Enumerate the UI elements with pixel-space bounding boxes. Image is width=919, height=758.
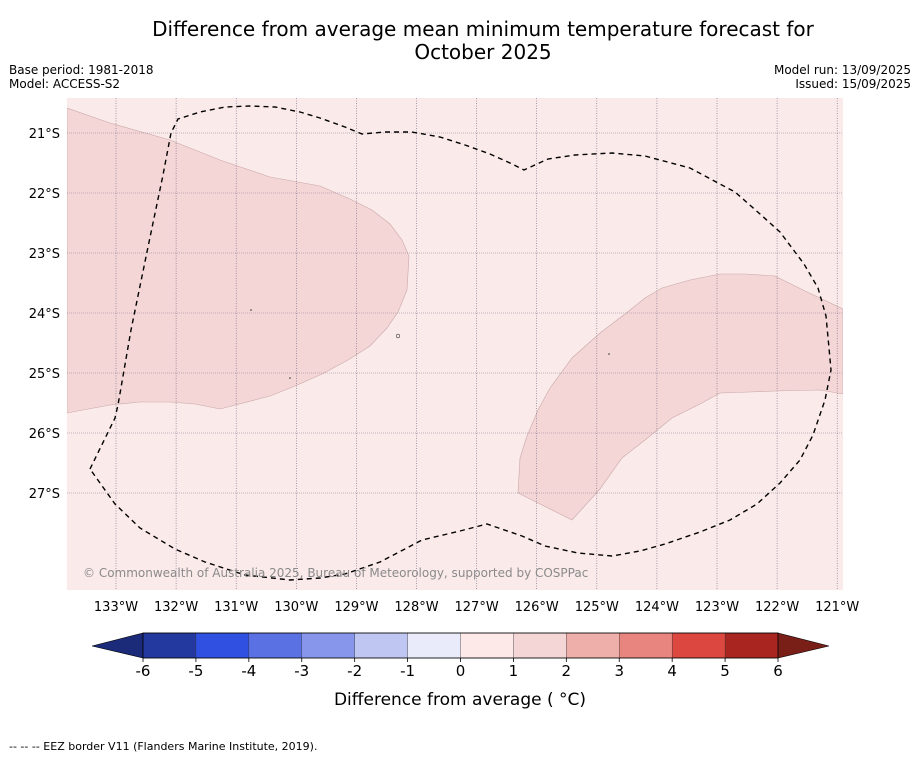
meta-right: Model run: 13/09/2025 Issued: 15/09/2025 bbox=[774, 63, 911, 91]
longitude-label: 130°W bbox=[274, 600, 318, 615]
latitude-label: 22°S bbox=[29, 187, 60, 202]
latitude-label: 27°S bbox=[29, 487, 60, 502]
model-run: Model run: 13/09/2025 bbox=[773, 63, 911, 77]
base-period: Base period: 1981-2018 bbox=[9, 63, 154, 77]
colorbar-extend-high bbox=[777, 632, 830, 659]
colorbar-tick-label: 3 bbox=[614, 662, 624, 680]
longitude-label: 121°W bbox=[815, 600, 859, 615]
colorbar-tick-label: 1 bbox=[509, 662, 519, 680]
colorbar-ticks: -6 -5 -4 -3 -2 -1 0 1 2 3 4 5 6 bbox=[136, 658, 783, 680]
longitude-label: 128°W bbox=[394, 600, 438, 615]
latitude-labels: 21°S 22°S 23°S 24°S 25°S 26°S 27°S bbox=[29, 127, 60, 502]
colorbar-segments bbox=[142, 632, 779, 659]
eez-legend-note: -- -- -- EEZ border V11 (Flanders Marine… bbox=[9, 740, 318, 753]
latitude-label: 23°S bbox=[29, 247, 60, 262]
longitude-label: 129°W bbox=[334, 600, 378, 615]
colorbar-tick-label: -1 bbox=[400, 662, 415, 680]
map-figure: © Commonwealth of Australia 2025, Bureau… bbox=[29, 98, 860, 710]
colorbar-segment bbox=[619, 632, 673, 659]
title-line-1: Difference from average mean minimum tem… bbox=[152, 17, 814, 41]
eez-border bbox=[89, 105, 832, 581]
colorbar-tick-label: -5 bbox=[188, 662, 203, 680]
island-dot bbox=[289, 377, 291, 379]
colorbar-segment bbox=[407, 632, 462, 659]
longitude-label: 123°W bbox=[695, 600, 739, 615]
colorbar-segment bbox=[460, 632, 514, 659]
meta-left: Base period: 1981-2018 Model: ACCESS-S2 bbox=[9, 63, 154, 91]
colorbar-segment bbox=[195, 632, 250, 659]
colorbar-tick-label: 2 bbox=[562, 662, 572, 680]
issued-date: Issued: 15/09/2025 bbox=[795, 77, 911, 91]
latitude-label: 26°S bbox=[29, 427, 60, 442]
anomaly-region-west bbox=[67, 107, 410, 414]
title-line-2: October 2025 bbox=[414, 40, 552, 64]
colorbar-tick-label: 5 bbox=[720, 662, 730, 680]
colorbar-segment bbox=[513, 632, 567, 659]
colorbar-tick-label: -6 bbox=[136, 662, 151, 680]
colorbar-segment bbox=[301, 632, 356, 659]
latitude-label: 24°S bbox=[29, 307, 60, 322]
longitude-label: 127°W bbox=[455, 600, 499, 615]
longitude-label: 124°W bbox=[635, 600, 679, 615]
island-dot bbox=[608, 353, 610, 355]
longitude-label: 126°W bbox=[515, 600, 559, 615]
island-dot bbox=[395, 333, 401, 339]
colorbar-tick-label: 6 bbox=[773, 662, 783, 680]
longitude-label: 131°W bbox=[214, 600, 258, 615]
map-title: Difference from average mean minimum tem… bbox=[0, 18, 919, 64]
colorbar-segment bbox=[724, 632, 779, 659]
colorbar: -6 -5 -4 -3 -2 -1 0 1 2 3 4 5 6 Difference from aver… bbox=[91, 632, 830, 710]
colorbar-extend-low bbox=[91, 632, 144, 659]
graticule bbox=[67, 98, 843, 590]
map-area: © Commonwealth of Australia 2025, Bureau… bbox=[67, 98, 843, 590]
island-markers bbox=[250, 309, 610, 379]
longitude-label: 125°W bbox=[575, 600, 619, 615]
latitude-label: 21°S bbox=[29, 127, 60, 142]
colorbar-segment bbox=[248, 632, 303, 659]
colorbar-tick-label: -2 bbox=[347, 662, 362, 680]
island-dot bbox=[250, 309, 252, 311]
model-name: Model: ACCESS-S2 bbox=[9, 77, 121, 91]
longitude-labels: 133°W 132°W 131°W 130°W 129°W 128°W 127°W 126°W… bbox=[94, 600, 860, 615]
copyright-text: © Commonwealth of Australia 2025, Bureau… bbox=[83, 566, 588, 580]
longitude-label: 132°W bbox=[154, 600, 198, 615]
colorbar-tick-label: 4 bbox=[667, 662, 677, 680]
colorbar-segment bbox=[566, 632, 620, 659]
longitude-label: 122°W bbox=[755, 600, 799, 615]
colorbar-tick-label: 0 bbox=[456, 662, 466, 680]
anomaly-region-east bbox=[517, 273, 843, 521]
colorbar-tick-label: -3 bbox=[294, 662, 309, 680]
longitude-label: 133°W bbox=[94, 600, 138, 615]
colorbar-segment bbox=[354, 632, 409, 659]
latitude-label: 25°S bbox=[29, 367, 60, 382]
colorbar-segment bbox=[671, 632, 726, 659]
colorbar-tick-label: -4 bbox=[241, 662, 256, 680]
colorbar-segment bbox=[142, 632, 197, 659]
colorbar-label: Difference from average ( °C) bbox=[334, 690, 586, 710]
